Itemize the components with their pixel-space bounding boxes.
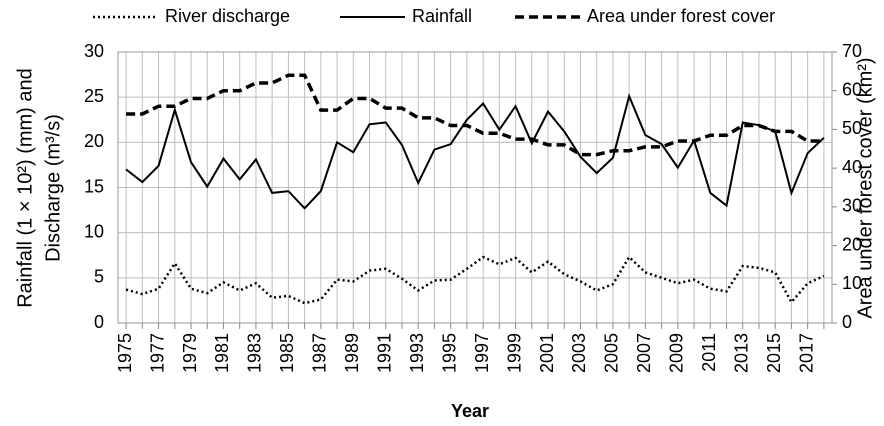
- x-tick-label: 1997: [472, 333, 492, 373]
- y2-tick-label: 40: [842, 157, 862, 177]
- legend-label: Rainfall: [412, 6, 472, 26]
- y2-tick-label: 60: [842, 79, 862, 99]
- x-tick-label: 2013: [732, 333, 752, 373]
- y-tick-label: 15: [84, 176, 104, 196]
- y2-tick-label: 20: [842, 234, 862, 254]
- y2-tick-label: 10: [842, 273, 862, 293]
- x-tick-label: 2011: [699, 333, 719, 372]
- x-tick-label: 1979: [180, 333, 200, 373]
- y-tick-label: 10: [84, 221, 104, 241]
- series-line: [125, 255, 825, 305]
- x-tick-label: 2015: [764, 333, 784, 373]
- x-tick-label: 1993: [407, 333, 427, 373]
- x-tick-label: 1995: [439, 333, 459, 373]
- y2-tick-label: 0: [842, 312, 852, 332]
- y-axis-label: Rainfall (1 × 10²) (mm) and: [14, 68, 36, 308]
- y2-tick-label: 50: [842, 118, 862, 138]
- y2-tick-label: 30: [842, 196, 862, 216]
- x-tick-label: 2017: [796, 333, 816, 373]
- x-tick-label: 1989: [342, 333, 362, 373]
- x-tick-label: 1977: [147, 333, 167, 373]
- y-tick-label: 30: [84, 41, 104, 61]
- y2-axis-label: Area under forest cover (km²): [854, 57, 876, 318]
- y-tick-label: 20: [84, 131, 104, 151]
- plot-border: [117, 51, 833, 324]
- y-tick-label: 0: [94, 312, 104, 332]
- x-tick-label: 2005: [602, 333, 622, 373]
- x-tick-label: 1981: [212, 333, 232, 373]
- x-tick-label: 2003: [569, 333, 589, 373]
- x-tick-label: 1991: [375, 333, 395, 373]
- x-tick-label: 2009: [667, 333, 687, 373]
- x-tick-label: 1987: [310, 333, 330, 373]
- legend-label: Area under forest cover: [587, 6, 775, 26]
- y-tick-label: 5: [94, 267, 104, 287]
- x-tick-label: 2001: [537, 333, 557, 373]
- x-tick-label: 1985: [277, 333, 297, 373]
- x-tick-label: 1975: [115, 333, 135, 373]
- series-line: [125, 93, 825, 210]
- y-axis-label: Discharge (m³/s): [42, 114, 64, 262]
- series-line: [126, 73, 824, 157]
- x-tick-label: 1999: [504, 333, 524, 373]
- x-tick-label: 1983: [245, 333, 265, 373]
- x-tick-label: 2007: [634, 333, 654, 373]
- y2-tick-label: 70: [842, 41, 862, 61]
- y-tick-label: 25: [84, 86, 104, 106]
- legend-label: River discharge: [165, 6, 290, 26]
- x-axis-label: Year: [451, 401, 489, 421]
